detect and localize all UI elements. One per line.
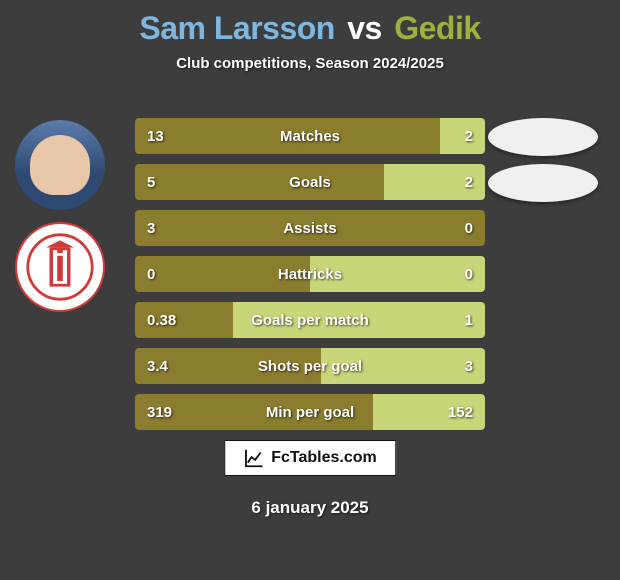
stat-label: Hattricks xyxy=(135,266,485,283)
brand-badge[interactable]: FcTables.com xyxy=(224,440,396,476)
player2-name: Gedik xyxy=(394,10,480,46)
stat-label: Shots per goal xyxy=(135,358,485,375)
main-title: Sam Larsson vs Gedik xyxy=(0,0,620,47)
stat-label: Min per goal xyxy=(135,404,485,421)
face-icon xyxy=(30,135,90,195)
stat-label: Goals xyxy=(135,174,485,191)
player1-photo xyxy=(15,120,105,210)
club-crest xyxy=(15,222,105,312)
stat-row: 3.43Shots per goal xyxy=(135,348,485,384)
brand-text: FcTables.com xyxy=(271,449,377,467)
ellipses-column xyxy=(488,118,608,210)
subtitle: Club competitions, Season 2024/2025 xyxy=(0,55,620,72)
stat-row: 30Assists xyxy=(135,210,485,246)
stat-row: 52Goals xyxy=(135,164,485,200)
stat-row: 0.381Goals per match xyxy=(135,302,485,338)
date-text: 6 january 2025 xyxy=(0,498,620,518)
stat-rows: 132Matches 52Goals 30Assists 00Hattricks 0.3… xyxy=(135,118,485,440)
versus-text: vs xyxy=(347,10,382,46)
stat-label: Goals per match xyxy=(135,312,485,329)
stat-label: Assists xyxy=(135,220,485,237)
ellipse-stat-2 xyxy=(488,164,598,202)
player1-name: Sam Larsson xyxy=(139,10,334,46)
crest-icon xyxy=(25,232,95,302)
stat-row: 319152Min per goal xyxy=(135,394,485,430)
badges-column xyxy=(15,120,115,324)
ellipse-stat-1 xyxy=(488,118,598,156)
stat-row: 132Matches xyxy=(135,118,485,154)
stat-label: Matches xyxy=(135,128,485,145)
stat-row: 00Hattricks xyxy=(135,256,485,292)
chart-icon xyxy=(243,447,265,469)
infographic-container: Sam Larsson vs Gedik Club competitions, … xyxy=(0,0,620,580)
